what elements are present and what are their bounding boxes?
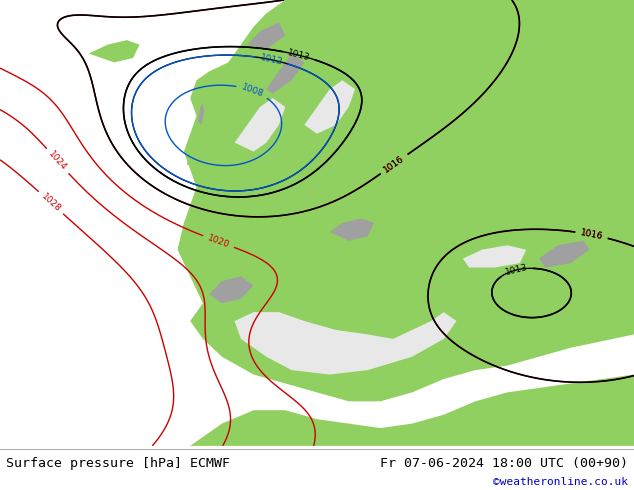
Text: 1016: 1016 (579, 228, 604, 242)
Text: 1013: 1013 (287, 48, 311, 62)
Polygon shape (197, 107, 216, 170)
Polygon shape (235, 98, 285, 151)
Polygon shape (330, 219, 374, 241)
Text: 1016: 1016 (579, 228, 604, 242)
Polygon shape (235, 312, 456, 374)
Text: Fr 07-06-2024 18:00 UTC (00+90): Fr 07-06-2024 18:00 UTC (00+90) (380, 457, 628, 470)
Polygon shape (266, 53, 304, 94)
Polygon shape (89, 40, 139, 62)
Text: Surface pressure [hPa] ECMWF: Surface pressure [hPa] ECMWF (6, 457, 230, 470)
Polygon shape (539, 241, 590, 268)
Polygon shape (178, 0, 634, 401)
Text: 1024: 1024 (47, 149, 68, 172)
Polygon shape (187, 138, 193, 165)
Polygon shape (304, 80, 355, 134)
Text: 1008: 1008 (240, 82, 264, 99)
Polygon shape (190, 374, 634, 446)
Text: 1016: 1016 (382, 154, 406, 174)
Text: 1012: 1012 (259, 53, 283, 67)
Text: 1016: 1016 (382, 154, 406, 174)
Text: ©weatheronline.co.uk: ©weatheronline.co.uk (493, 477, 628, 487)
Text: 1013: 1013 (504, 263, 529, 277)
Text: 1020: 1020 (206, 233, 231, 250)
Text: 1028: 1028 (39, 192, 62, 214)
Polygon shape (247, 22, 285, 49)
Polygon shape (198, 102, 204, 125)
Polygon shape (463, 245, 526, 268)
Polygon shape (209, 276, 254, 303)
